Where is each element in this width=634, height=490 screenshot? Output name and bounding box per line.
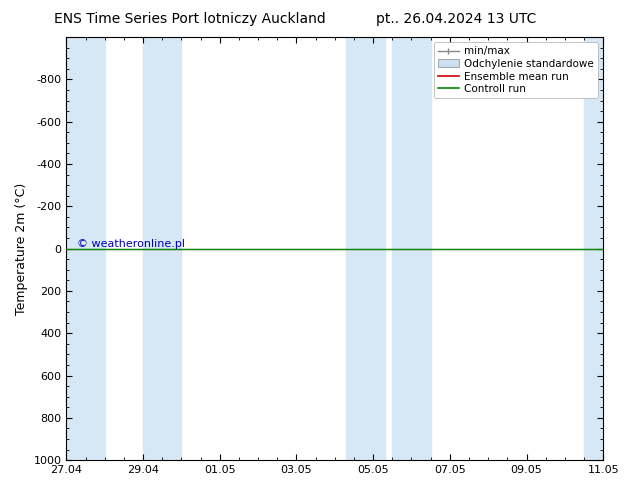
Bar <box>143 37 181 460</box>
Bar <box>67 37 105 460</box>
Y-axis label: Temperature 2m (°C): Temperature 2m (°C) <box>15 182 28 315</box>
Text: © weatheronline.pl: © weatheronline.pl <box>77 239 185 248</box>
Bar <box>346 37 385 460</box>
Text: ENS Time Series Port lotniczy Auckland: ENS Time Series Port lotniczy Auckland <box>55 12 326 26</box>
Legend: min/max, Odchylenie standardowe, Ensemble mean run, Controll run: min/max, Odchylenie standardowe, Ensembl… <box>434 42 598 98</box>
Text: pt.. 26.04.2024 13 UTC: pt.. 26.04.2024 13 UTC <box>377 12 536 26</box>
Bar <box>392 37 430 460</box>
Bar <box>584 37 603 460</box>
